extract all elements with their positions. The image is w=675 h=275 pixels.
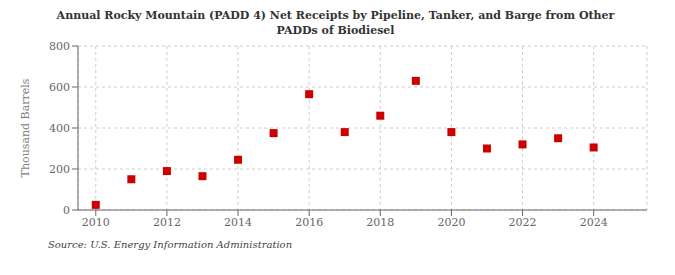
html-text:Source: U.S. Energy Informatio: Source: U.S. Energy Information Administ… — [48, 239, 293, 250]
svg-text:400: 400 — [49, 122, 70, 135]
svg-text:800: 800 — [49, 40, 70, 53]
svg-text:2012: 2012 — [153, 216, 181, 229]
svg-text:2016: 2016 — [295, 216, 323, 229]
svg-text:Thousand Barrels: Thousand Barrels — [19, 78, 32, 177]
svg-text:200: 200 — [49, 163, 70, 176]
svg-text:2014: 2014 — [224, 216, 252, 229]
html-text:PADDs of Biodiesel: PADDs of Biodiesel — [276, 24, 395, 37]
svg-text:2022: 2022 — [509, 216, 537, 229]
html-text:Annual Rocky Mountain (PADD 4): Annual Rocky Mountain (PADD 4) Net Recei… — [56, 9, 615, 22]
svg-text:600: 600 — [49, 81, 70, 94]
svg-text:0: 0 — [63, 204, 70, 217]
svg-text:2024: 2024 — [580, 216, 608, 229]
svg-text:2018: 2018 — [366, 216, 394, 229]
svg-text:2010: 2010 — [82, 216, 110, 229]
svg-text:2020: 2020 — [437, 216, 465, 229]
